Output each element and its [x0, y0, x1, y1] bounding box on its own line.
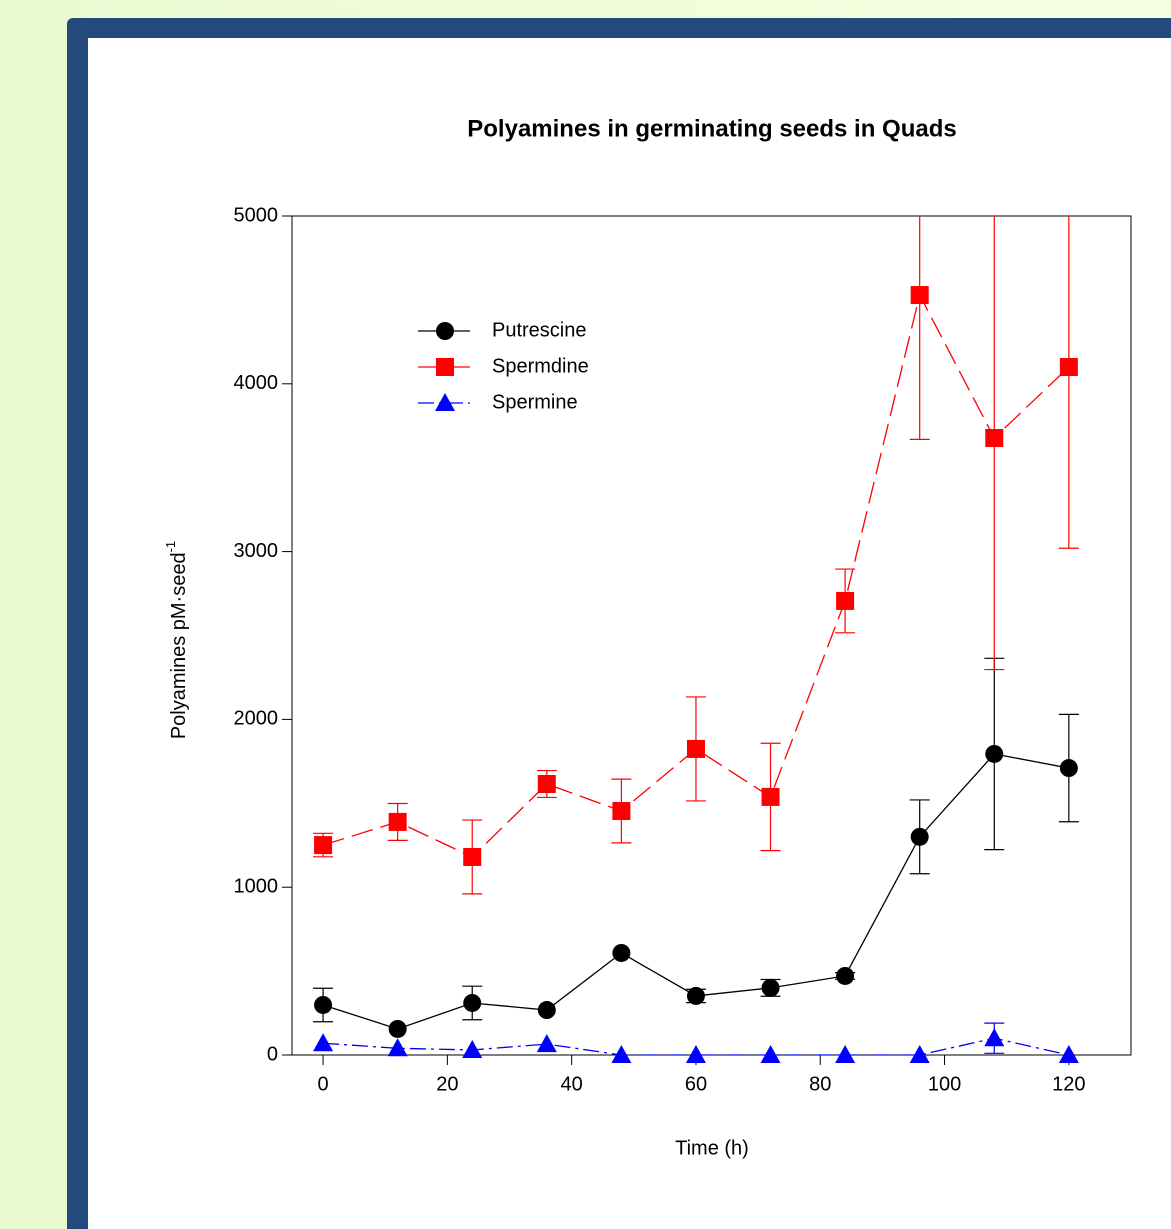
x-tick-label: 120	[1052, 1073, 1085, 1095]
marker	[985, 744, 1004, 763]
series-line	[323, 1037, 1069, 1055]
panel	[88, 38, 1171, 1229]
legend-label: Spermine	[492, 391, 578, 413]
marker	[388, 812, 407, 831]
marker	[910, 827, 929, 846]
marker	[761, 787, 780, 806]
x-tick-label: 20	[436, 1073, 458, 1095]
marker	[760, 1045, 781, 1063]
marker	[536, 1034, 557, 1053]
marker	[685, 1045, 706, 1063]
y-axis-label: Polyamines pM·seed-1	[163, 541, 190, 739]
y-tick-label: 4000	[234, 372, 279, 394]
marker	[985, 428, 1004, 447]
marker	[387, 1038, 408, 1057]
y-tick-label: 5000	[234, 204, 279, 226]
y-tick-label: 2000	[234, 708, 279, 730]
marker	[462, 1039, 483, 1058]
plot-area	[313, 216, 1079, 1055]
marker	[909, 1045, 930, 1063]
marker	[836, 591, 855, 610]
y-axis-label-sup: -1	[163, 541, 178, 553]
marker	[612, 802, 631, 821]
x-tick-label: 40	[561, 1073, 583, 1095]
marker	[388, 1019, 407, 1038]
x-tick-label: 60	[685, 1073, 707, 1095]
marker	[537, 1001, 556, 1020]
x-tick-label: 100	[928, 1073, 961, 1095]
marker	[313, 1033, 334, 1052]
marker	[910, 286, 929, 305]
marker	[1059, 358, 1078, 377]
marker	[686, 739, 705, 758]
marker	[463, 847, 482, 866]
x-axis-label: Time (h)	[675, 1137, 749, 1159]
marker	[463, 993, 482, 1012]
legend-label: Spermdine	[492, 355, 589, 377]
marker	[314, 995, 333, 1014]
legend-marker	[436, 358, 454, 376]
y-axis-label-text: Polyamines pM·seed	[168, 552, 190, 739]
marker	[984, 1028, 1005, 1047]
marker	[836, 966, 855, 985]
marker	[611, 1045, 632, 1063]
chart-title: Polyamines in germinating seeds in Quads	[467, 115, 956, 142]
legend-marker	[435, 393, 455, 411]
marker	[1058, 1045, 1079, 1063]
marker	[835, 1045, 856, 1063]
y-tick-label: 3000	[234, 540, 279, 562]
marker	[612, 943, 631, 962]
plot-frame	[291, 215, 1132, 1056]
legend-label: Putrescine	[492, 319, 587, 341]
y-tick-label: 1000	[234, 875, 279, 897]
marker	[314, 836, 333, 855]
marker	[686, 986, 705, 1005]
y-tick-label: 0	[267, 1043, 278, 1065]
marker	[1059, 759, 1078, 778]
x-tick-label: 80	[809, 1073, 831, 1095]
x-tick-label: 0	[318, 1073, 329, 1095]
marker	[761, 978, 780, 997]
legend-marker	[436, 322, 454, 340]
marker	[537, 775, 556, 794]
